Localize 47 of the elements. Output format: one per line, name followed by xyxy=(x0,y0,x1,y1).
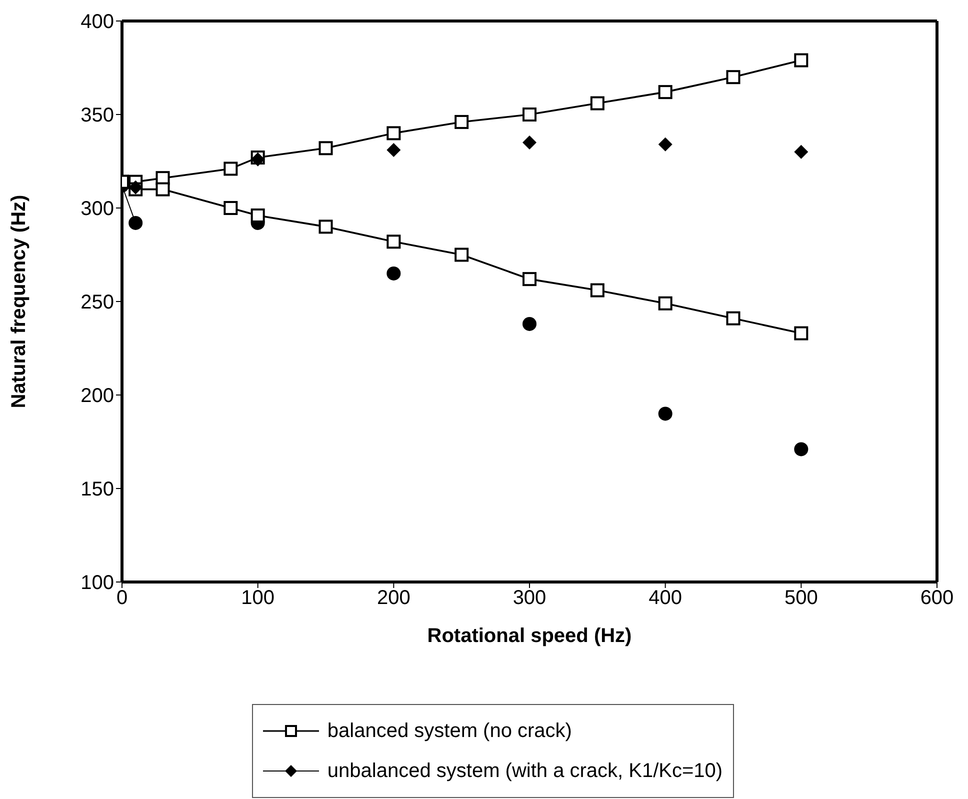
point xyxy=(590,283,604,298)
point xyxy=(794,53,808,68)
x-tick-label: 500 xyxy=(784,587,818,610)
y-tick-label: 250 xyxy=(80,292,114,314)
y-tick-label: 300 xyxy=(80,198,114,220)
point xyxy=(590,96,604,110)
x-tick-label: 200 xyxy=(376,587,410,610)
point xyxy=(454,248,469,262)
point xyxy=(386,126,401,140)
point xyxy=(522,136,536,150)
point xyxy=(522,316,536,331)
point xyxy=(522,272,536,286)
point xyxy=(318,220,333,234)
point xyxy=(794,442,808,456)
point xyxy=(386,234,401,249)
x-axis-title: Rotational speed (Hz) xyxy=(427,625,632,647)
y-tick-label: 100 xyxy=(80,572,114,594)
point xyxy=(658,137,672,152)
point xyxy=(386,143,401,158)
x-tick-label: 100 xyxy=(241,587,275,610)
y-tick-label: 150 xyxy=(80,478,114,501)
point xyxy=(794,144,808,159)
point xyxy=(128,216,143,230)
point xyxy=(454,114,469,129)
point xyxy=(156,182,170,196)
point xyxy=(386,266,401,280)
y-tick-label: 350 xyxy=(80,104,114,127)
point xyxy=(224,201,238,215)
x-tick-label: 600 xyxy=(920,587,954,610)
point xyxy=(726,311,740,326)
y-tick-label: 400 xyxy=(80,11,114,34)
point xyxy=(658,296,672,310)
point xyxy=(522,108,536,122)
point xyxy=(318,141,333,156)
point xyxy=(658,406,672,421)
legend-label: unbalanced system (with a crack, K1/Kc=10) xyxy=(327,760,723,782)
point xyxy=(224,162,238,176)
point xyxy=(250,208,265,222)
point xyxy=(658,85,672,100)
x-tick-label: 400 xyxy=(648,587,682,610)
point xyxy=(726,70,740,84)
point xyxy=(794,326,808,340)
y-axis-title: Natural frequency (Hz) xyxy=(8,194,30,408)
x-tick-label: 300 xyxy=(512,587,546,610)
y-tick-label: 200 xyxy=(80,385,114,408)
legend-label: balanced system (no crack) xyxy=(327,720,572,742)
x-tick-label: 0 xyxy=(116,587,128,610)
